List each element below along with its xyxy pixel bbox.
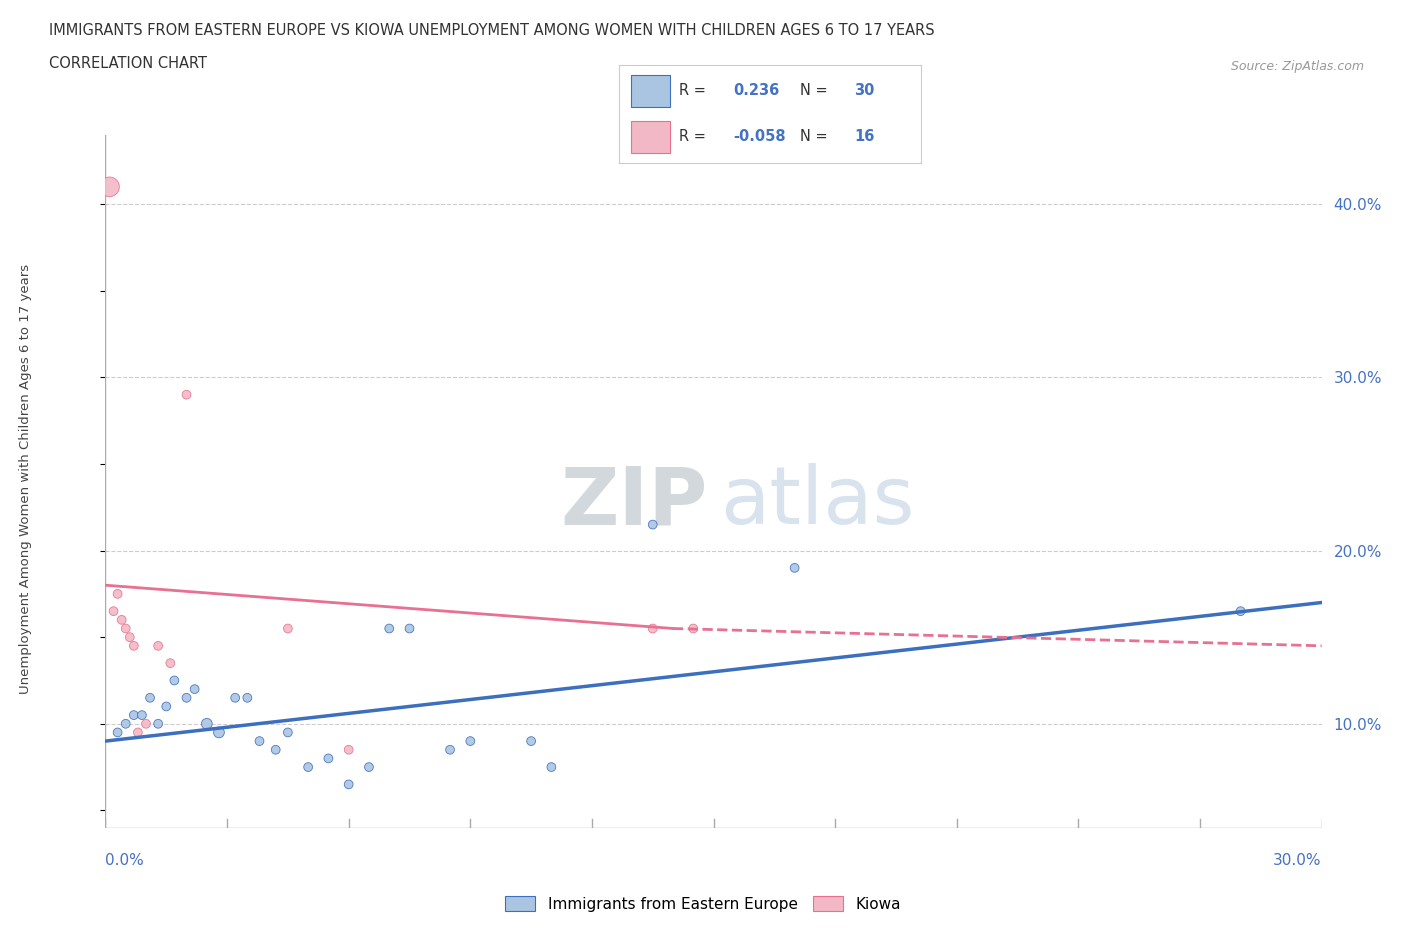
Text: 30: 30 [855, 84, 875, 99]
Point [783, 561, 806, 576]
Point [131, 708, 153, 723]
Point [1229, 604, 1251, 618]
Point [277, 725, 299, 740]
Point [155, 699, 177, 714]
Point [318, 751, 340, 766]
Point [641, 621, 664, 636]
Point [98, 179, 121, 194]
Text: ZIP: ZIP [560, 463, 707, 541]
Text: Source: ZipAtlas.com: Source: ZipAtlas.com [1230, 60, 1364, 73]
Point [277, 621, 299, 636]
Point [135, 716, 157, 731]
Point [127, 725, 149, 740]
Point [337, 742, 360, 757]
Point [439, 742, 461, 757]
Text: atlas: atlas [720, 463, 914, 541]
Point [540, 760, 562, 775]
Point [176, 387, 198, 402]
Text: R =: R = [679, 84, 706, 99]
Text: 16: 16 [855, 129, 875, 144]
Point [111, 613, 134, 628]
Point [208, 725, 231, 740]
Point [357, 760, 380, 775]
Point [114, 716, 136, 731]
Point [103, 604, 125, 618]
Point [107, 725, 129, 740]
Text: IMMIGRANTS FROM EASTERN EUROPE VS KIOWA UNEMPLOYMENT AMONG WOMEN WITH CHILDREN A: IMMIGRANTS FROM EASTERN EUROPE VS KIOWA … [49, 23, 935, 38]
Point [264, 742, 287, 757]
Point [163, 673, 186, 688]
Point [236, 690, 259, 705]
Text: N =: N = [800, 84, 828, 99]
Text: R =: R = [679, 129, 706, 144]
Point [122, 708, 145, 723]
Text: 0.236: 0.236 [734, 84, 780, 99]
Point [114, 621, 136, 636]
Point [146, 716, 169, 731]
Point [195, 716, 218, 731]
Point [224, 690, 246, 705]
Point [183, 682, 205, 697]
Point [682, 621, 704, 636]
Point [249, 734, 271, 749]
Point [118, 630, 141, 644]
Point [159, 656, 181, 671]
Legend: Immigrants from Eastern Europe, Kiowa: Immigrants from Eastern Europe, Kiowa [499, 889, 907, 918]
Text: 0.0%: 0.0% [105, 853, 145, 868]
Point [458, 734, 481, 749]
Text: CORRELATION CHART: CORRELATION CHART [49, 56, 207, 71]
Text: Unemployment Among Women with Children Ages 6 to 17 years: Unemployment Among Women with Children A… [18, 264, 32, 694]
Text: -0.058: -0.058 [734, 129, 786, 144]
Point [107, 587, 129, 602]
Point [641, 517, 664, 532]
Point [139, 690, 162, 705]
Text: 30.0%: 30.0% [1274, 853, 1322, 868]
Text: N =: N = [800, 129, 828, 144]
Bar [631, 75, 671, 107]
Point [122, 638, 145, 653]
Point [378, 621, 401, 636]
Point [297, 760, 319, 775]
Point [398, 621, 420, 636]
Point [146, 638, 169, 653]
Point [520, 734, 543, 749]
Point [176, 690, 198, 705]
Point [337, 777, 360, 791]
Bar [631, 121, 671, 153]
